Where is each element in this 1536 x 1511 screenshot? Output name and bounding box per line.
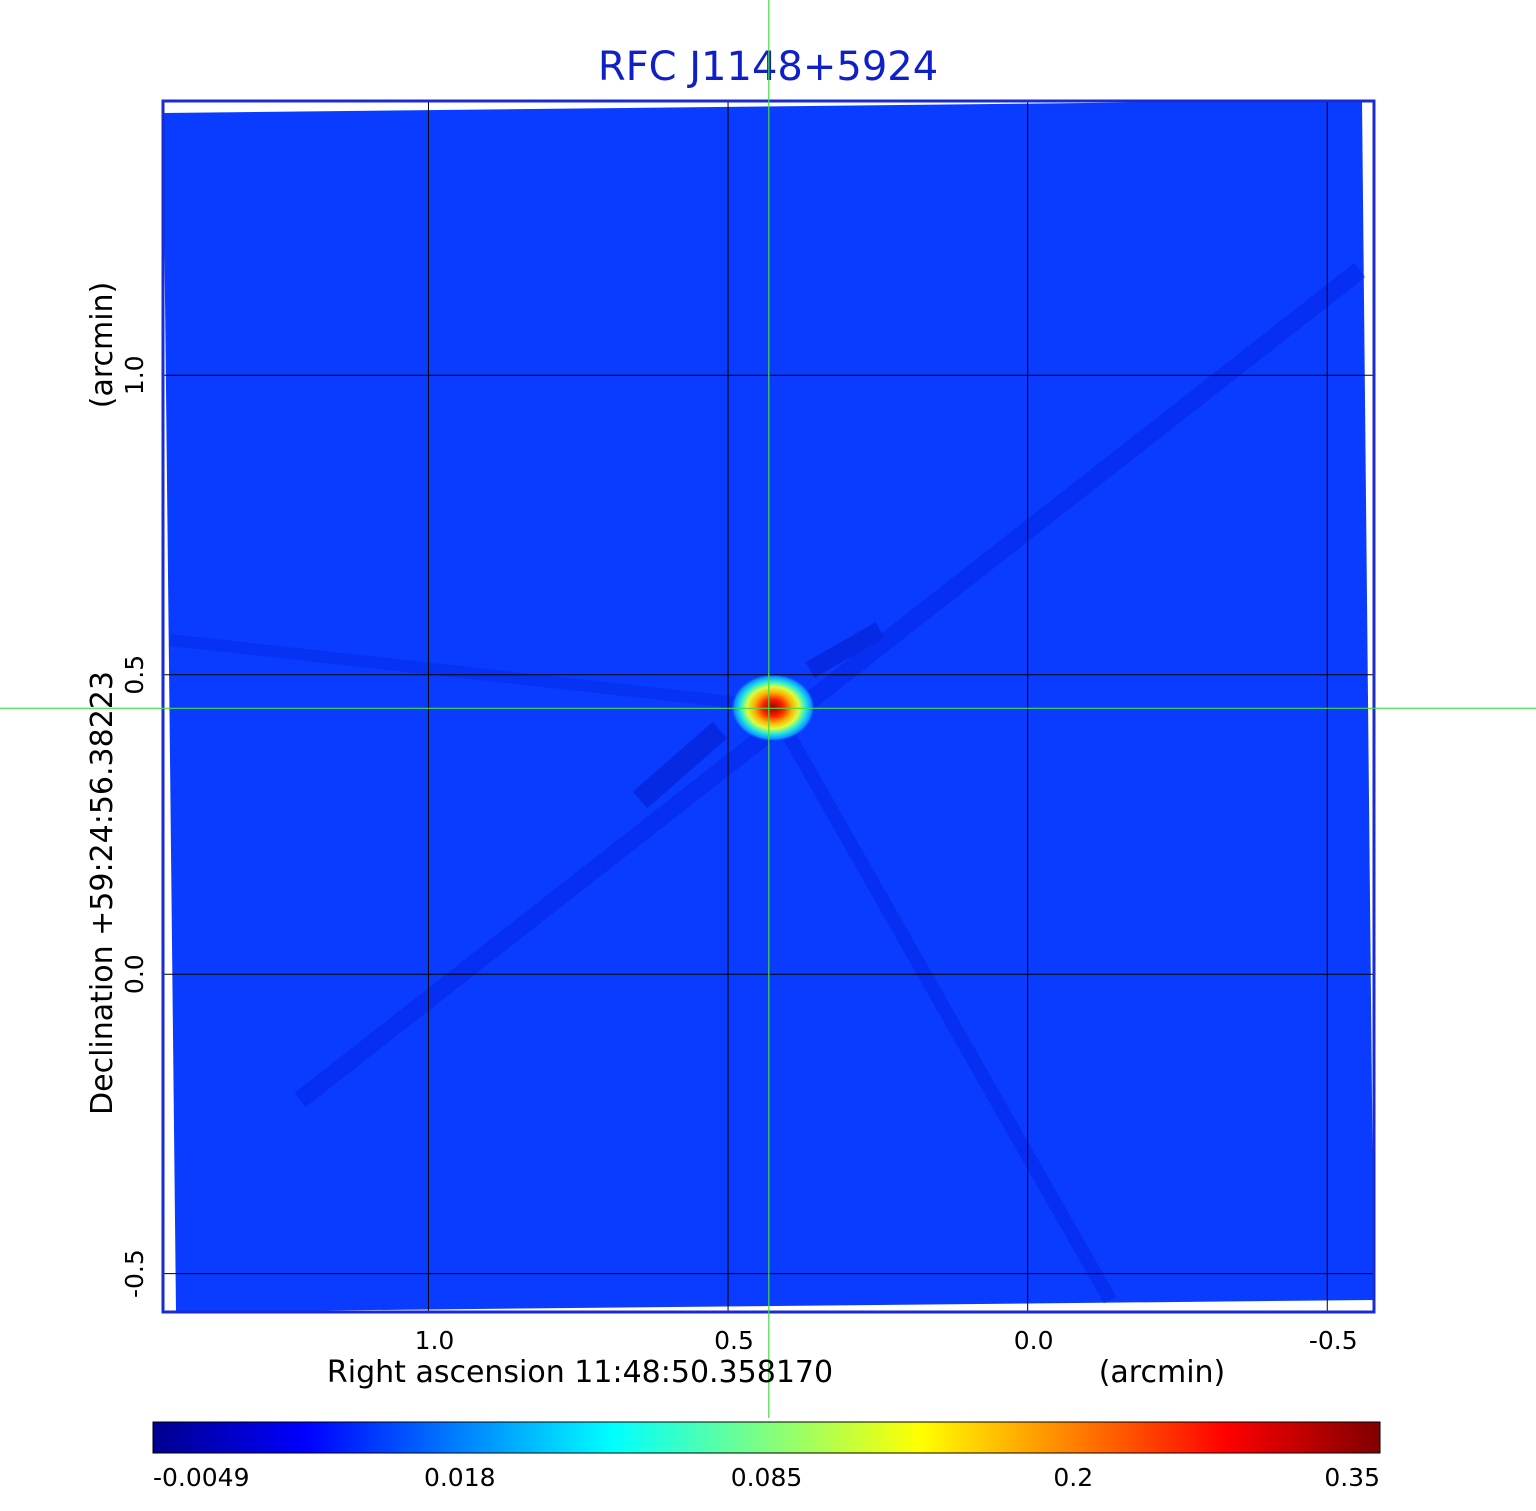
y-tick-label: 1.0 — [120, 355, 149, 395]
y-tick-labels: 1.0 0.5 0.0 -0.5 — [120, 355, 149, 1298]
colorbar-tick-labels: -0.0049 0.018 0.085 0.2 0.35 — [153, 1463, 1380, 1492]
colorbar-tick-label: 0.35 — [1324, 1463, 1380, 1492]
y-axis-label: Declination +59:24:56.38223 — [85, 671, 120, 1115]
colorbar-tick-label: 0.2 — [1053, 1463, 1093, 1492]
x-tick-label: 0.5 — [714, 1326, 754, 1355]
y-tick-label: -0.5 — [120, 1249, 149, 1298]
x-tick-labels: 1.0 0.5 0.0 -0.5 — [415, 1326, 1358, 1355]
x-tick-label: -0.5 — [1309, 1326, 1358, 1355]
y-tick-label: 0.5 — [120, 655, 149, 695]
colorbar — [152, 1421, 1381, 1454]
colorbar-tick-label: -0.0049 — [153, 1463, 250, 1492]
y-axis-unit: (arcmin) — [85, 282, 120, 409]
colorbar-tick-label: 0.018 — [424, 1463, 496, 1492]
colorbar-tick-label: 0.085 — [731, 1463, 803, 1492]
y-tick-label: 0.0 — [120, 954, 149, 994]
sidelobe-streaks — [169, 262, 1366, 1304]
x-tick-label: 1.0 — [415, 1326, 455, 1355]
chart-title: RFC J1148+5924 — [598, 44, 938, 90]
x-tick-label: 0.0 — [1014, 1326, 1054, 1355]
crosshair — [0, 0, 1536, 1418]
x-axis-unit: (arcmin) — [1099, 1355, 1226, 1390]
x-axis-label: Right ascension 11:48:50.358170 — [327, 1355, 833, 1390]
